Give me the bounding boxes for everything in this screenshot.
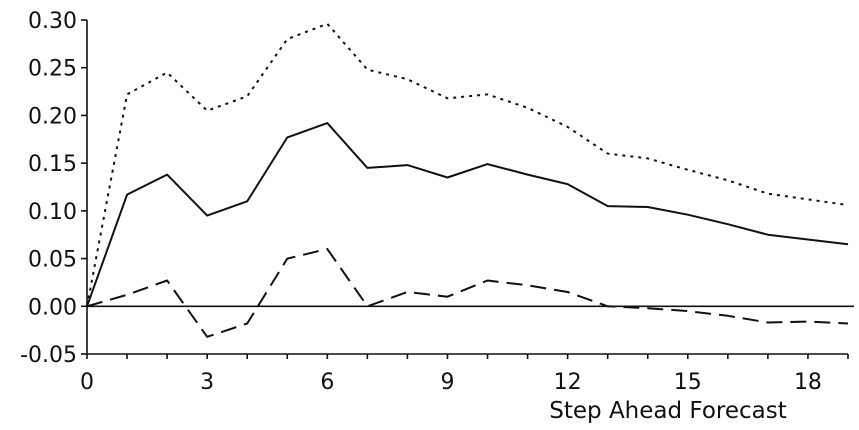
x-tick-label: 0 [80,370,94,395]
series-line-dotted [86,22,849,307]
x-ticks: 0 3 6 9 12 15 18 [80,354,849,395]
y-tick-label: 0.10 [28,200,77,225]
y-tick-label: 0.15 [28,152,77,177]
x-tick-label: 3 [200,370,214,395]
x-tick-label: 18 [794,370,822,395]
axes [86,20,854,355]
y-tick-label: -0.05 [20,343,77,368]
y-tick-label: 0.00 [28,295,77,320]
y-tick-label: 0.20 [28,104,77,129]
y-ticks: 0.30 0.25 0.20 0.15 0.10 0.05 0.00 -0.05 [20,9,87,368]
series-layer [86,22,849,338]
y-tick-label: 0.05 [28,248,77,273]
x-tick-label: 9 [440,370,454,395]
y-tick-label: 0.30 [28,9,77,34]
x-tick-label: 12 [554,370,582,395]
x-tick-label: 6 [320,370,334,395]
x-tick-label: 15 [674,370,702,395]
x-axis-label: Step Ahead Forecast [549,398,786,424]
series-line-solid [86,122,849,307]
y-tick-label: 0.25 [28,57,77,82]
series-line-dashed [86,248,849,338]
